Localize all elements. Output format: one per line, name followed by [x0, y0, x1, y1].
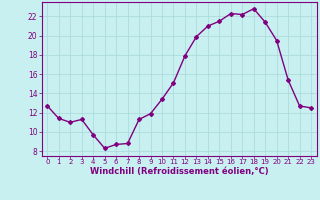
X-axis label: Windchill (Refroidissement éolien,°C): Windchill (Refroidissement éolien,°C) — [90, 167, 268, 176]
